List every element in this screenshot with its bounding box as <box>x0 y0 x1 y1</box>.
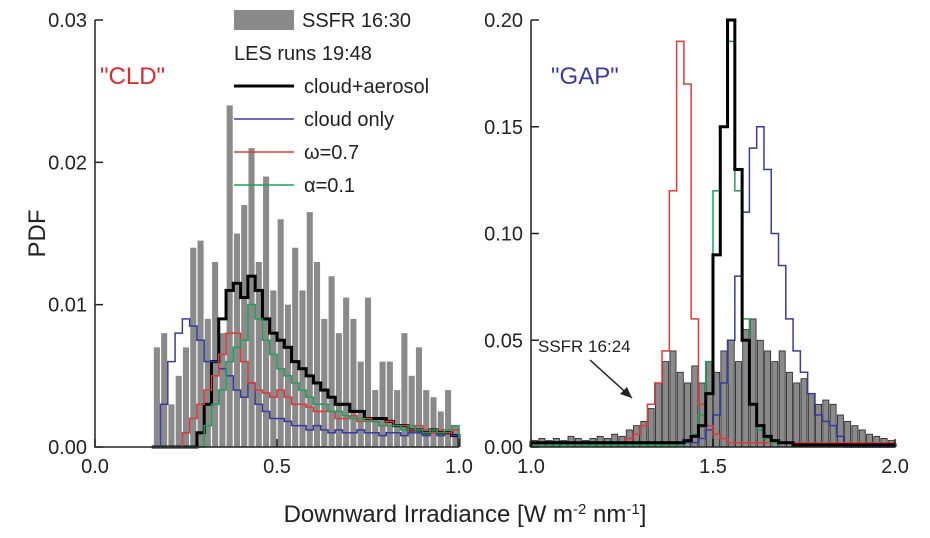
histogram-bar <box>350 318 357 447</box>
histogram-bar <box>314 261 321 447</box>
legend-label: cloud only <box>304 109 394 131</box>
histogram-bar <box>204 318 211 447</box>
histogram-bar <box>445 390 452 447</box>
histogram-bar <box>720 350 728 448</box>
histogram-bar <box>233 233 240 447</box>
histogram-bar <box>727 339 735 448</box>
histogram-bar <box>386 361 393 447</box>
histogram-bar <box>175 375 182 447</box>
histogram-bar <box>263 176 270 448</box>
legend-label: SSFR 16:30 <box>302 10 411 32</box>
histogram-bar <box>335 333 342 447</box>
x-label-part: -1 <box>626 501 639 518</box>
histogram-bar <box>255 261 262 447</box>
panel-annotation: "CLD" <box>100 63 165 90</box>
histogram-bar <box>364 297 372 447</box>
histogram-bar <box>190 247 197 447</box>
x-tick-label: 1.0 <box>445 456 473 478</box>
histogram-bar <box>713 371 721 448</box>
histogram-bar <box>822 399 830 448</box>
histogram-bar <box>807 393 815 448</box>
x-label-part: nm <box>586 501 626 528</box>
histogram-bar <box>669 350 677 448</box>
histogram-bar <box>394 390 401 447</box>
x-axis-label: Downward Irradiance [W m-2 nm-1] <box>284 501 647 529</box>
histogram-bar <box>800 378 808 448</box>
histogram-bar <box>168 404 175 447</box>
histogram-bar <box>277 219 284 447</box>
histogram-bar <box>749 318 757 448</box>
x-tick-label: 1.5 <box>699 456 727 478</box>
histogram-bar <box>786 371 793 448</box>
histogram-bar <box>226 105 233 448</box>
x-tick-label: 1.0 <box>517 456 545 478</box>
histogram-bar <box>357 361 364 447</box>
legend-label: ω=0.7 <box>304 142 359 164</box>
arrow-label: SSFR 16:24 <box>538 337 631 356</box>
legend-label: cloud+aerosol <box>304 76 429 98</box>
y-tick-label: 0.05 <box>484 330 523 352</box>
histogram-bar <box>153 347 160 447</box>
histogram-bar <box>735 361 742 448</box>
y-tick-label: 0.20 <box>484 10 523 32</box>
histogram-bar <box>161 333 168 447</box>
x-label-part: ] <box>640 501 647 528</box>
histogram-bar <box>676 371 684 448</box>
x-label-part: -2 <box>573 501 586 518</box>
histogram-bar <box>764 350 772 448</box>
histogram-bar <box>401 333 408 447</box>
histogram-bar <box>270 290 277 447</box>
histogram-bar <box>379 361 386 447</box>
histogram-bar <box>793 382 801 448</box>
histogram-bar <box>182 347 190 447</box>
histogram-bar <box>684 382 691 448</box>
legend-label: α=0.1 <box>304 175 355 197</box>
histogram-bar <box>248 148 255 447</box>
arrow-head <box>620 387 632 398</box>
x-label-part: Downward Irradiance [W m <box>284 501 573 528</box>
histogram-bar <box>306 212 313 447</box>
histogram-bar <box>212 261 219 447</box>
x-tick-label: 0.0 <box>81 456 109 478</box>
histogram-bar <box>778 350 786 448</box>
histogram-bar <box>343 297 350 447</box>
histogram-bar <box>654 382 662 448</box>
histogram-bar <box>771 361 779 448</box>
histogram-bar <box>756 339 764 448</box>
y-tick-label: 0.02 <box>48 152 87 174</box>
histogram-bar <box>415 347 422 447</box>
y-tick-label: 0.00 <box>48 437 87 459</box>
panel-annotation: "GAP" <box>551 63 619 90</box>
histogram-bar <box>705 361 713 448</box>
x-tick-label: 2.0 <box>881 456 909 478</box>
histogram-bar <box>742 329 750 448</box>
histogram-bar <box>292 247 299 447</box>
legend-swatch <box>234 10 294 30</box>
y-tick-label: 0.01 <box>48 295 87 317</box>
x-tick-label: 0.5 <box>263 456 291 478</box>
histogram-bar <box>321 318 328 447</box>
y-tick-label: 0.00 <box>484 437 523 459</box>
y-tick-label: 0.10 <box>484 224 523 246</box>
histogram-bar <box>197 240 204 447</box>
legend-heading: LES runs 19:48 <box>234 43 372 65</box>
y-tick-label: 0.03 <box>48 10 87 32</box>
histogram-bar <box>328 276 335 447</box>
histogram-bar <box>408 375 415 447</box>
histogram-bar <box>662 361 670 448</box>
histogram-bar <box>241 205 248 447</box>
y-axis-label: PDF <box>24 210 51 258</box>
y-tick-label: 0.15 <box>484 117 523 139</box>
histogram-bar <box>430 397 437 447</box>
histogram-bar <box>815 403 823 448</box>
histogram-bar <box>423 390 430 447</box>
